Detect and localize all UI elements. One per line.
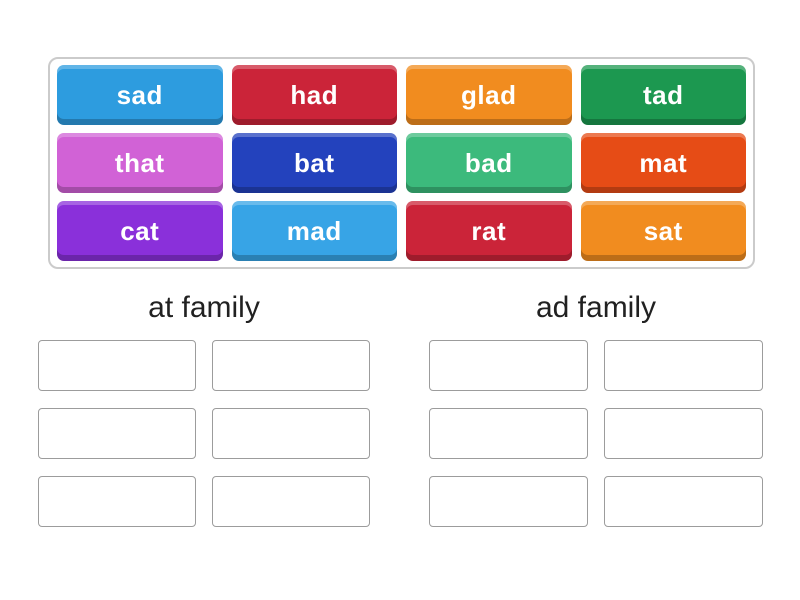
word-tile-bad[interactable]: bad bbox=[406, 133, 572, 193]
word-tile-sad[interactable]: sad bbox=[57, 65, 223, 125]
word-tile-that[interactable]: that bbox=[57, 133, 223, 193]
drop-slot[interactable] bbox=[604, 476, 763, 527]
word-tile-sat[interactable]: sat bbox=[580, 201, 746, 261]
word-tile-mad[interactable]: mad bbox=[231, 201, 397, 261]
word-tile-mat[interactable]: mat bbox=[580, 133, 746, 193]
drop-slot[interactable] bbox=[38, 340, 196, 391]
drop-slot[interactable] bbox=[429, 408, 588, 459]
drop-slot[interactable] bbox=[38, 408, 196, 459]
group-title-at-family: at family bbox=[148, 291, 260, 324]
drop-slot[interactable] bbox=[212, 476, 370, 527]
word-tile-had[interactable]: had bbox=[231, 65, 397, 125]
drop-slot[interactable] bbox=[212, 408, 370, 459]
word-tile-tad[interactable]: tad bbox=[580, 65, 746, 125]
word-tile-cat[interactable]: cat bbox=[57, 201, 223, 261]
group-ad-family: ad family bbox=[429, 290, 763, 527]
word-tile-glad[interactable]: glad bbox=[406, 65, 572, 125]
word-tile-bat[interactable]: bat bbox=[231, 133, 397, 193]
word-bank: sad had glad tad that bat bad mat cat ma… bbox=[48, 57, 755, 269]
group-title-ad-family: ad family bbox=[535, 291, 657, 324]
drop-slot[interactable] bbox=[212, 340, 370, 391]
group-at-family-slots bbox=[38, 340, 370, 527]
word-tile-rat[interactable]: rat bbox=[406, 201, 572, 261]
drop-slot[interactable] bbox=[429, 476, 588, 527]
drop-slot[interactable] bbox=[38, 476, 196, 527]
group-at-family: at family bbox=[38, 290, 370, 527]
drop-slot[interactable] bbox=[429, 340, 588, 391]
drop-slot[interactable] bbox=[604, 408, 763, 459]
group-ad-family-slots bbox=[429, 340, 763, 527]
drop-slot[interactable] bbox=[604, 340, 763, 391]
